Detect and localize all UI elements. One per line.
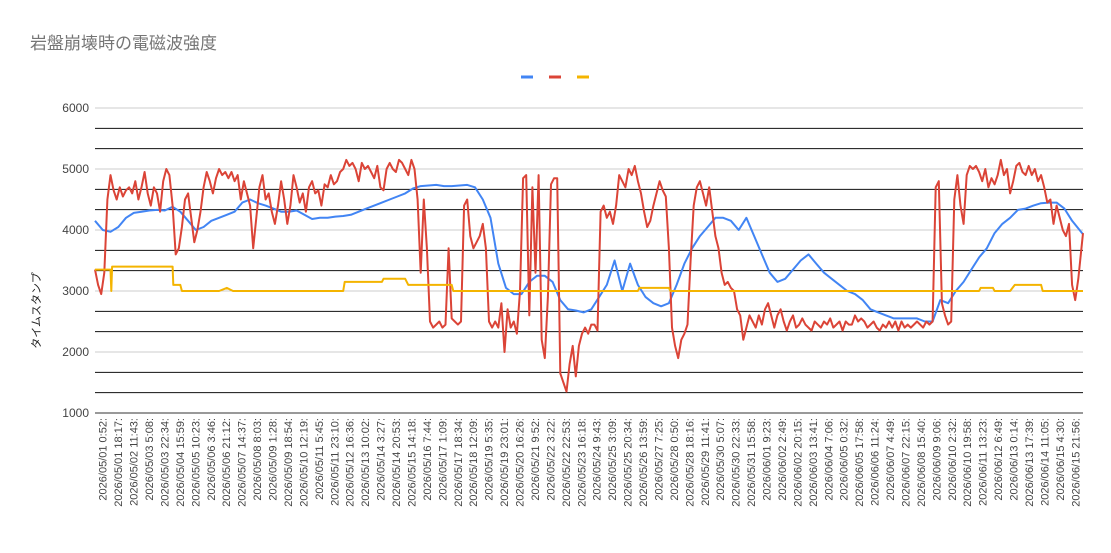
x-tick-label: 2026/06/02 20:15: — [792, 418, 804, 507]
x-tick-label: 2026/05/03 22:34: — [159, 418, 171, 507]
x-tick-label: 2026/05/28 0:50: — [669, 418, 681, 501]
x-tick-label: 2026/05/30 22:33: — [731, 418, 743, 507]
x-tick-label: 2026/05/21 9:52: — [530, 418, 542, 501]
x-tick-label: 2026/05/13 10:02: — [360, 418, 372, 507]
x-tick-label: 2026/05/19 23:01: — [499, 418, 511, 507]
x-tick-label: 2026/06/11 13:23: — [978, 418, 990, 506]
x-tick-label: 2026/05/18 12:09: — [468, 418, 480, 507]
x-tick-label: 2026/06/08 15:40: — [916, 418, 928, 507]
y-tick-label: 6000 — [62, 101, 89, 115]
x-tick-label: 2026/05/28 18:16: — [684, 418, 696, 507]
x-tick-label: 2026/05/29 11:41: — [700, 418, 712, 506]
x-tick-label: 2026/06/03 13:41: — [808, 418, 820, 507]
x-tick-label: 2026/05/05 10:23: — [190, 418, 202, 507]
x-tick-label: 2026/06/13 0:14: — [1009, 418, 1021, 501]
x-tick-label: 2026/05/26 13:59: — [638, 418, 650, 507]
x-tick-label: 2026/05/14 3:27: — [376, 418, 388, 501]
x-tick-label: 2026/05/19 5:35: — [484, 418, 496, 501]
x-tick-label: 2026/05/25 3:09: — [607, 418, 619, 501]
x-tick-label: 2026/05/20 16:26: — [515, 418, 527, 507]
x-tick-label: 2026/05/27 7:25: — [653, 418, 665, 501]
x-tick-label: 2026/06/07 22:15: — [900, 418, 912, 507]
x-tick-label: 2026/05/09 1:28: — [268, 418, 280, 501]
x-tick-label: 2026/06/15 4:30: — [1055, 418, 1067, 501]
series-line-3 — [95, 265, 1083, 292]
x-tick-label: 2026/05/01 0:52: — [98, 418, 110, 501]
x-tick-label: 2026/06/05 17:58: — [854, 418, 866, 507]
x-tick-label: 2026/05/22 3:22: — [545, 418, 557, 501]
x-tick-label: 2026/06/01 9:23: — [762, 418, 774, 501]
y-tick-label: 1000 — [62, 406, 89, 420]
x-tick-label: 2026/05/09 18:54: — [283, 418, 295, 507]
x-tick-label: 2026/05/24 9:43: — [592, 418, 604, 501]
chart-title: 岩盤崩壊時の電磁波強度 — [30, 34, 217, 54]
x-tick-label: 2026/05/31 15:58: — [746, 418, 758, 507]
x-tick-label: 2026/05/16 7:44: — [422, 418, 434, 501]
x-tick-label: 2026/05/06 21:12: — [221, 418, 233, 507]
y-tick-label: 2000 — [62, 345, 89, 359]
x-tick-label: 2026/05/15 14:18: — [406, 418, 418, 507]
x-tick-label: 2026/05/07 14:37: — [237, 418, 249, 507]
x-tick-label: 2026/05/04 15:59: — [175, 418, 187, 507]
series-line-1 — [94, 183, 1084, 323]
x-tick-label: 2026/05/11 23:10: — [329, 418, 341, 506]
series-line-2 — [94, 158, 1084, 393]
x-tick-label: 2026/06/10 2:32: — [947, 418, 959, 501]
x-tick-label: 2026/05/17 18:34: — [453, 418, 465, 507]
x-tick-label: 2026/05/30 5:07: — [715, 418, 727, 501]
x-tick-label: 2026/06/10 19:58: — [962, 418, 974, 507]
x-tick-label: 2026/05/11 5:45: — [314, 418, 326, 500]
x-tick-label: 2026/05/03 5:08: — [144, 418, 156, 501]
x-tick-label: 2026/06/02 2:49: — [777, 418, 789, 501]
x-tick-label: 2026/06/05 0:32: — [839, 418, 851, 501]
x-tick-label: 2026/05/01 18:17: — [113, 418, 125, 507]
y-tick-label: 3000 — [62, 284, 89, 298]
x-tick-label: 2026/06/13 17:39: — [1024, 418, 1036, 507]
x-tick-label: 2026/05/23 16:18: — [576, 418, 588, 507]
x-tick-label: 2026/06/09 9:06: — [931, 418, 943, 501]
x-tick-label: 2026/05/25 20:34: — [623, 418, 635, 507]
x-tick-label: 2026/06/15 21:56: — [1070, 418, 1082, 507]
x-tick-label: 2026/06/12 6:49: — [993, 418, 1005, 501]
y-tick-label: 5000 — [62, 162, 89, 176]
x-tick-label: 2026/05/06 3:46: — [206, 418, 218, 501]
x-tick-label: 2026/06/14 11:05: — [1039, 418, 1051, 506]
x-tick-label: 2026/05/14 20:53: — [391, 418, 403, 507]
x-tick-label: 2026/05/08 8:03: — [252, 418, 264, 501]
x-tick-label: 2026/05/17 1:09: — [437, 418, 449, 501]
x-tick-label: 2026/05/12 16:36: — [345, 418, 357, 507]
x-tick-label: 2026/05/02 11:43: — [129, 418, 141, 506]
x-tick-label: 2026/06/06 11:24: — [870, 418, 882, 506]
x-tick-label: 2026/05/22 22:53: — [561, 418, 573, 507]
y-axis-title: タイムスタンプ — [30, 272, 43, 348]
x-tick-label: 2026/06/07 4:49: — [885, 418, 897, 501]
y-tick-label: 4000 — [62, 223, 89, 237]
x-tick-label: 2026/06/04 7:06: — [823, 418, 835, 501]
x-tick-label: 2026/05/10 12:19: — [298, 418, 310, 507]
